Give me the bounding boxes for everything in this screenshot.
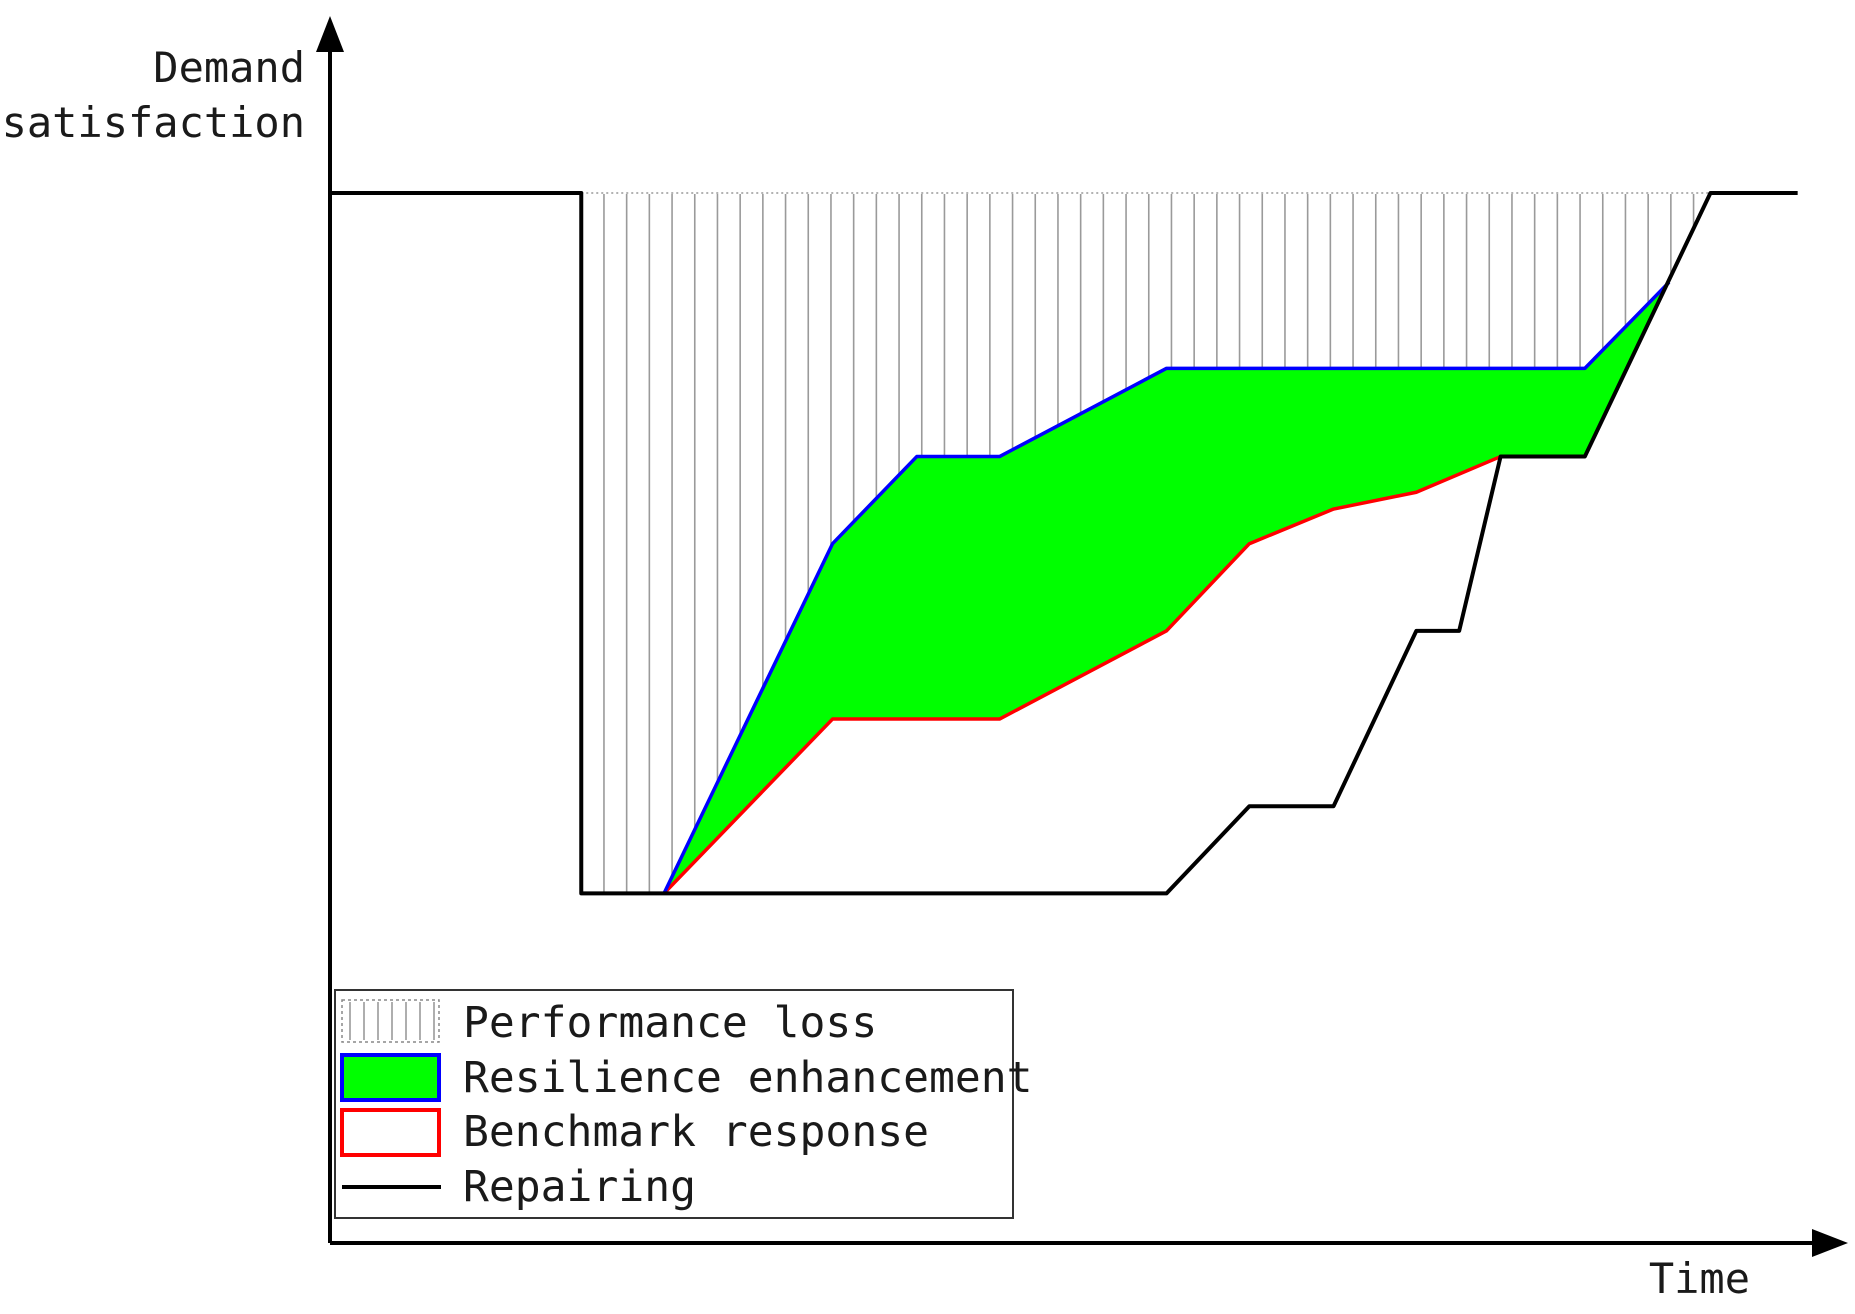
legend: Performance loss Resilience enhancement … — [334, 989, 1033, 1219]
x-axis-arrow — [1812, 1229, 1848, 1257]
series-line-resilience-enhancement — [662, 281, 1671, 895]
y-axis-arrow — [316, 16, 344, 52]
legend-item-performance-loss: Performance loss — [341, 998, 877, 1048]
performance-loss-area — [581, 192, 1711, 894]
series-line-benchmark-response — [662, 454, 1502, 895]
x-axis-label: Time — [1649, 1254, 1750, 1303]
legend-swatch-red — [340, 1108, 441, 1157]
legend-swatch-hatch — [341, 999, 440, 1043]
legend-hatch-lines — [349, 1002, 435, 1040]
legend-swatch-green — [340, 1053, 441, 1102]
series-lines — [330, 191, 1798, 896]
series-line-repairing — [330, 191, 1798, 896]
resilience-enhancement-area — [664, 279, 1670, 894]
legend-item-repairing: Repairing — [342, 1162, 696, 1212]
y-axis-label-line-2: satisfaction — [2, 98, 305, 147]
resilience-enhancement-fill — [664, 279, 1670, 894]
legend-label-benchmark-response: Benchmark response — [463, 1107, 929, 1157]
legend-label-resilience-enhancement: Resilience enhancement — [463, 1053, 1033, 1103]
legend-label-performance-loss: Performance loss — [463, 998, 877, 1048]
legend-item-benchmark-response: Benchmark response — [340, 1107, 929, 1157]
legend-box — [334, 989, 1014, 1219]
legend-item-resilience-enhancement: Resilience enhancement — [340, 1053, 1033, 1103]
legend-label-repairing: Repairing — [463, 1162, 696, 1212]
y-axis-label-line-1: Demand — [153, 43, 305, 92]
